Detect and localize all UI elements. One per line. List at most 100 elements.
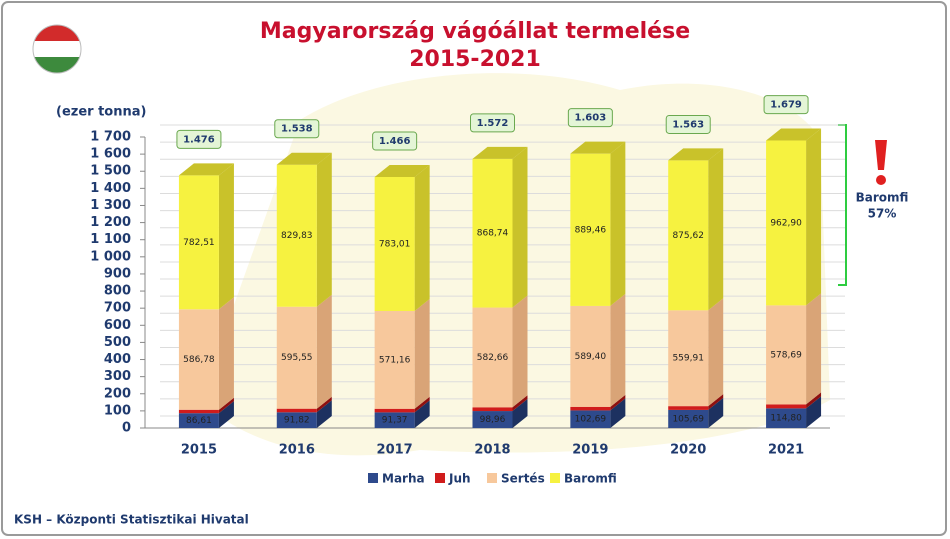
y-tick-label: 900 (104, 266, 131, 281)
bar-top (472, 146, 528, 159)
bar-side (414, 396, 430, 413)
value-label: 114,80 (770, 414, 802, 424)
bar (374, 408, 415, 413)
bar-side (610, 141, 626, 306)
total-box (372, 131, 418, 151)
value-label: 105,69 (672, 414, 704, 424)
x-tick-label: 2018 (474, 443, 510, 458)
legend-label: Marha (382, 472, 425, 486)
legend-label: Juh (448, 472, 471, 486)
y-tick-label: 200 (104, 386, 131, 401)
total-label: 1.466 (379, 136, 411, 147)
x-tick-label: 2019 (572, 443, 608, 458)
value-label: 595,55 (281, 353, 313, 363)
bar-side (316, 396, 332, 413)
value-label: 91,82 (284, 416, 310, 426)
bar-side (218, 401, 234, 428)
bar (766, 404, 807, 409)
total-box (470, 113, 515, 133)
bar-side (512, 399, 528, 428)
x-tick-label: 2021 (768, 443, 804, 458)
value-label: 589,40 (575, 352, 607, 362)
value-label: 582,66 (477, 353, 509, 363)
bar (178, 413, 219, 428)
bar-side (316, 152, 332, 307)
bar-top (668, 148, 724, 161)
value-label: 86,61 (186, 416, 212, 426)
value-label: 102,69 (575, 415, 607, 425)
bar-side (708, 394, 724, 410)
value-label: 889,46 (575, 225, 607, 235)
bar-side (414, 164, 430, 311)
y-tick-label: 1 300 (90, 198, 131, 213)
value-label: 586,78 (183, 355, 215, 365)
total-label: 1.538 (281, 124, 313, 135)
total-label: 1.572 (477, 118, 509, 129)
x-tick-label: 2020 (670, 443, 706, 458)
bar-side (512, 395, 528, 412)
bar (374, 412, 415, 428)
exclamation (875, 140, 887, 170)
y-tick-label: 600 (104, 318, 131, 333)
x-tick-label: 2016 (279, 443, 315, 458)
exclamation-dot (876, 175, 886, 185)
bar-side (610, 398, 626, 428)
bar-top (570, 141, 626, 154)
value-label: 98,96 (480, 415, 506, 425)
bar (472, 307, 513, 408)
legend-swatch (368, 473, 378, 483)
bar-side (414, 298, 430, 409)
bar-side (512, 295, 528, 408)
bar-side (316, 294, 332, 409)
annotation-value: 57% (868, 207, 897, 221)
annotation: Baromfi (856, 191, 909, 205)
total-label: 1.679 (770, 100, 802, 111)
total-box (176, 129, 222, 149)
bar (766, 305, 807, 405)
bar (570, 406, 611, 411)
bar-top (276, 152, 332, 165)
bar (178, 309, 219, 410)
y-axis-label: (ezer tonna) (56, 105, 146, 120)
bar-top (766, 128, 822, 141)
y-tick-label: 1 100 (90, 232, 131, 247)
bar (766, 140, 807, 306)
y-tick-label: 400 (104, 352, 131, 367)
x-tick-label: 2017 (377, 443, 413, 458)
total-box (665, 114, 711, 134)
value-label: 91,37 (382, 416, 408, 426)
total-label: 1.476 (183, 134, 215, 145)
legend-swatch (435, 473, 445, 483)
bar (472, 158, 513, 308)
y-tick-label: 700 (104, 301, 131, 316)
bar-side (414, 400, 430, 428)
bar (668, 406, 709, 410)
value-label: 868,74 (477, 229, 509, 239)
value-label: 962,90 (770, 218, 802, 228)
bar-side (708, 148, 724, 311)
y-tick-label: 100 (104, 403, 131, 418)
value-label: 578,69 (770, 350, 802, 360)
total-label: 1.603 (575, 113, 607, 124)
bar (178, 175, 219, 310)
y-tick-label: 1 600 (90, 147, 131, 162)
bar-side (218, 163, 234, 310)
bar (570, 410, 611, 428)
total-box (274, 119, 320, 139)
total-label: 1.563 (672, 119, 704, 130)
bar-side (218, 397, 234, 414)
value-label: 559,91 (672, 354, 704, 364)
bar-side (806, 128, 822, 306)
bar-side (316, 400, 332, 428)
legend-label: Sertés (501, 472, 545, 486)
y-tick-label: 1 200 (90, 215, 131, 230)
source: KSH – Központi Statisztikai Hivatal (14, 513, 249, 527)
legend-label: Baromfi (564, 472, 617, 486)
chart-title: Magyarország vágóállat termelése (260, 19, 690, 44)
bar (178, 409, 219, 414)
y-tick-label: 1 700 (90, 130, 131, 145)
bar-side (806, 293, 822, 405)
y-tick-label: 800 (104, 284, 131, 299)
value-label: 875,62 (672, 231, 704, 241)
y-tick-label: 1 400 (90, 181, 131, 196)
